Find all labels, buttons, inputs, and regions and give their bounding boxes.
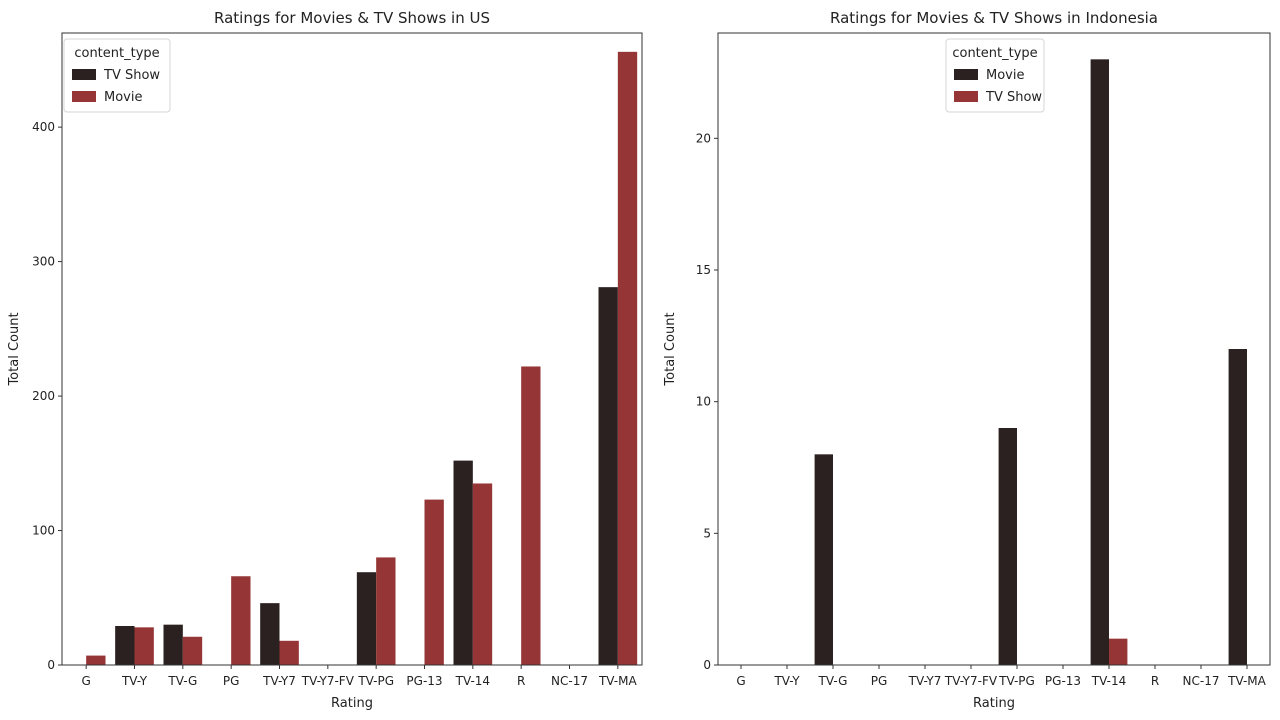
- bar-tv-14-movie: [472, 483, 493, 665]
- x-tick-label: TV-G: [167, 674, 197, 688]
- chart-panel-1: Ratings for Movies & TV Shows in US G TV-Y…: [7, 9, 643, 711]
- x-tick-label: TV-Y: [773, 674, 800, 688]
- y-tick-label: 200: [32, 389, 55, 403]
- bar-tv-y7-tv-show: [260, 603, 280, 665]
- x-tick-label: G: [736, 674, 745, 688]
- bar-tv-ma-tv-show: [598, 287, 618, 665]
- chart-panel-2: Ratings for Movies & TV Shows in Indones…: [663, 9, 1271, 711]
- bar-tv-ma-movie: [617, 51, 638, 665]
- bar-g-movie: [86, 655, 106, 665]
- x-tick-label: TV-PG: [357, 674, 394, 688]
- bar-tv-pg-movie: [998, 428, 1017, 665]
- bar-tv-14-tv-show: [453, 460, 473, 665]
- chart-title: Ratings for Movies & TV Shows in Indones…: [830, 9, 1158, 27]
- x-tick-label: TV-Y7-FV: [301, 674, 355, 688]
- x-tick-label: TV-PG: [998, 674, 1035, 688]
- x-tick-label: PG: [871, 674, 888, 688]
- y-tick-label: 5: [703, 526, 711, 540]
- y-tick-label: 300: [32, 255, 55, 269]
- bar-tv-pg-tv-show: [356, 572, 377, 665]
- legend-entry: Movie: [104, 90, 142, 105]
- bar-tv-g-tv-show: [163, 624, 183, 665]
- legend-swatch: [72, 91, 96, 102]
- x-tick-label: NC-17: [551, 674, 588, 688]
- bar-tv-g-movie: [182, 636, 203, 665]
- y-tick-label: 20: [696, 131, 711, 145]
- bar-pg-movie: [231, 576, 251, 665]
- bar-r-movie: [521, 366, 541, 665]
- x-tick-label: TV-MA: [1227, 674, 1267, 688]
- bar-tv-y7-movie: [279, 640, 299, 665]
- x-tick-label: PG: [223, 674, 240, 688]
- x-tick-label: R: [517, 674, 525, 688]
- legend: content_type TV Show Movie: [63, 38, 171, 113]
- legend-entry: TV Show: [103, 68, 160, 83]
- x-tick-label: TV-Y: [121, 674, 148, 688]
- chart-title: Ratings for Movies & TV Shows in US: [214, 9, 490, 27]
- legend-swatch: [954, 91, 978, 102]
- plot-frame: [717, 32, 1271, 666]
- legend-entry: TV Show: [985, 90, 1042, 105]
- y-tick-label: 15: [696, 263, 711, 277]
- bar-tv-y-tv-show: [115, 626, 135, 665]
- x-tick-label: PG-13: [406, 674, 442, 688]
- bar-tv-pg-movie: [376, 557, 396, 665]
- y-tick-label: 100: [32, 524, 55, 538]
- x-tick-label: R: [1151, 674, 1159, 688]
- x-tick-label: NC-17: [1183, 674, 1220, 688]
- x-tick-label: TV-Y7: [908, 674, 942, 688]
- bar-tv-ma-movie: [1228, 349, 1247, 665]
- x-tick-label: TV-14: [1091, 674, 1126, 688]
- y-tick-label: 0: [47, 658, 55, 672]
- legend-title: content_type: [952, 46, 1037, 61]
- y-tick-label: 0: [703, 658, 711, 672]
- x-axis-title: Rating: [331, 696, 373, 711]
- legend-swatch: [954, 69, 978, 80]
- y-axis-title: Total Count: [663, 312, 678, 386]
- x-tick-label: TV-Y7-FV: [944, 674, 998, 688]
- bar-tv-14-movie: [1090, 59, 1109, 666]
- x-tick-label: G: [82, 674, 91, 688]
- legend-title: content_type: [74, 46, 159, 61]
- x-axis-title: Rating: [973, 696, 1015, 711]
- legend: content_type Movie TV Show: [945, 38, 1045, 113]
- x-tick-label: TV-MA: [598, 674, 638, 688]
- legend-swatch: [72, 69, 96, 80]
- y-tick-label: 10: [696, 395, 711, 409]
- y-tick-label: 400: [32, 120, 55, 134]
- y-axis-title: Total Count: [7, 312, 22, 386]
- legend-entry: Movie: [986, 68, 1024, 83]
- x-tick-label: TV-G: [818, 674, 848, 688]
- bar-tv-14-tv-show: [1109, 638, 1128, 665]
- bar-tv-y-movie: [134, 627, 154, 665]
- bar-tv-g-movie: [814, 454, 833, 665]
- bar-pg-13-movie: [424, 499, 444, 665]
- x-tick-label: TV-Y7: [262, 674, 296, 688]
- x-tick-label: PG-13: [1045, 674, 1081, 688]
- plot-frame: [61, 32, 643, 666]
- x-tick-label: TV-14: [455, 674, 490, 688]
